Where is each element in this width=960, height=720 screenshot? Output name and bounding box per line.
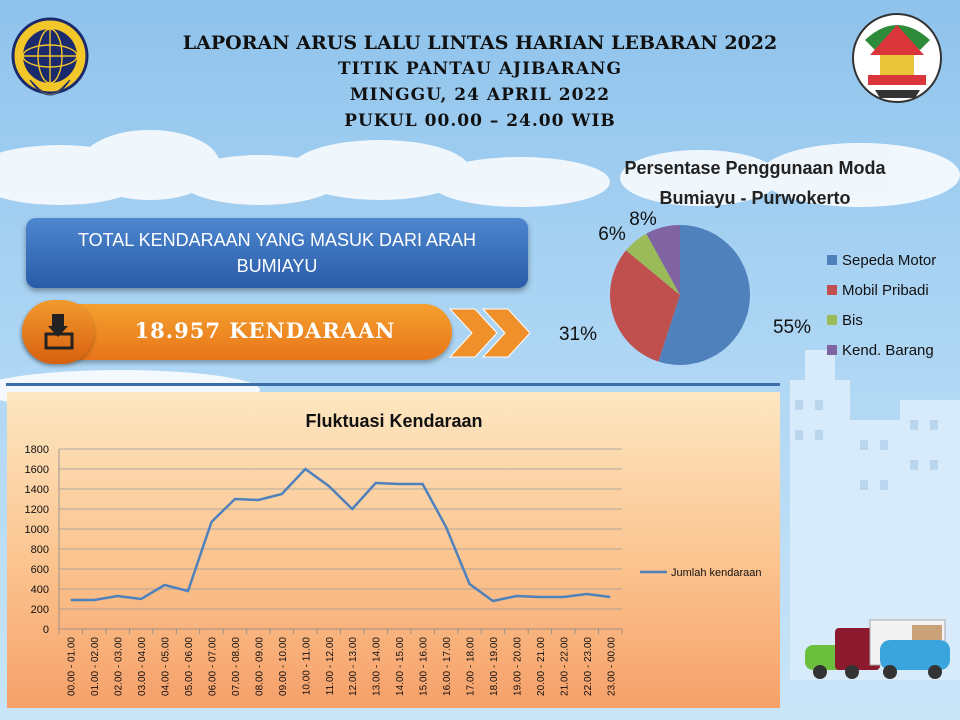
- pie-legend-swatch-0: [827, 255, 837, 265]
- line-legend-label: Jumlah kendaraan: [671, 567, 762, 579]
- series-line-jumlah-kendaraan: [70, 467, 611, 603]
- y-tick-label-8: 1600: [25, 464, 49, 476]
- y-tick-label-4: 800: [31, 544, 49, 556]
- x-tick-label-22: 22.00 - 23.00: [583, 637, 594, 696]
- pie-legend-label-3: Kend. Barang: [842, 342, 934, 359]
- download-tray-icon: [44, 314, 74, 350]
- y-tick-label-1: 200: [31, 604, 49, 616]
- pie-slice-1: [610, 250, 680, 362]
- pie-value-label-0: 55%: [773, 317, 811, 338]
- x-tick-label-11: 11.00 - 12.00: [325, 637, 336, 696]
- pie-slice-3: [646, 225, 680, 295]
- vehicle-count: 18.957 KENDARAAN: [134, 318, 396, 343]
- x-tick-label-7: 07.00 - 08.00: [231, 637, 242, 696]
- pie-title-line2: Bumiayu - Purwokerto: [659, 188, 850, 208]
- x-tick-label-20: 20.00 - 21.00: [536, 637, 547, 696]
- pie-value-label-2: 6%: [598, 224, 626, 245]
- vehicles-illustration: [805, 619, 950, 679]
- y-tick-label-7: 1400: [25, 484, 49, 496]
- pie-legend-swatch-3: [827, 345, 837, 355]
- traffic-fluctuation-panel: [7, 392, 780, 708]
- y-tick-label-5: 1000: [25, 524, 49, 536]
- dishub-logo: [11, 17, 89, 96]
- y-tick-label-0: 0: [43, 624, 49, 636]
- x-tick-label-12: 12.00 - 13.00: [348, 637, 359, 696]
- report-date: MINGGU, 24 APRIL 2022: [349, 85, 611, 105]
- x-tick-label-21: 21.00 - 22.00: [559, 637, 570, 696]
- x-tick-label-4: 04.00 - 05.00: [161, 637, 172, 696]
- x-tick-label-10: 10.00 - 11.00: [301, 637, 312, 696]
- x-tick-label-16: 16.00 - 17.00: [442, 637, 453, 696]
- x-tick-label-19: 19.00 - 20.00: [512, 637, 523, 696]
- x-tick-label-14: 14.00 - 15.00: [395, 637, 406, 696]
- x-tick-label-8: 08.00 - 09.00: [254, 637, 265, 696]
- download-icon-badge: [22, 300, 94, 364]
- pie-slice-2: [626, 233, 680, 295]
- x-tick-label-18: 18.00 - 19.00: [489, 637, 500, 696]
- x-tick-label-1: 01.00 - 02.00: [90, 637, 101, 696]
- x-tick-label-9: 09.00 - 10.00: [278, 637, 289, 696]
- pie-value-label-3: 8%: [629, 209, 657, 230]
- banyumas-seal: [852, 13, 942, 103]
- total-vehicles-heading: TOTAL KENDARAAN YANG MASUK DARI ARAH BUM…: [26, 218, 528, 288]
- line-chart-title: Fluktuasi Kendaraan: [305, 411, 482, 431]
- pie-slice-0: [658, 225, 750, 365]
- pie-legend-label-0: Sepeda Motor: [842, 252, 936, 269]
- report-location: TITIK PANTAU AJIBARANG: [338, 59, 622, 79]
- chevron-arrows-icon: [448, 308, 531, 358]
- pie-title-line1: Persentase Penggunaan Moda: [624, 158, 886, 178]
- y-tick-label-6: 1200: [25, 504, 49, 516]
- x-tick-label-15: 15.00 - 16.00: [419, 637, 430, 696]
- pie-legend-swatch-1: [827, 285, 837, 295]
- x-tick-label-17: 17.00 - 18.00: [466, 637, 477, 696]
- y-tick-label-9: 1800: [25, 444, 49, 456]
- x-tick-label-5: 05.00 - 06.00: [184, 637, 195, 696]
- x-tick-label-13: 13.00 - 14.00: [372, 637, 383, 696]
- pie-legend-label-1: Mobil Pribadi: [842, 282, 929, 299]
- x-tick-label-2: 02.00 - 03.00: [114, 637, 125, 696]
- x-tick-label-23: 23.00 - 00.00: [606, 637, 617, 696]
- pie-legend-swatch-2: [827, 315, 837, 325]
- pie-value-label-1: 31%: [559, 324, 597, 345]
- y-tick-label-3: 600: [31, 564, 49, 576]
- y-tick-label-2: 400: [31, 584, 49, 596]
- traffic-fluctuation-line-chart: Fluktuasi Kendaraan 0 200 400 600 800 1000 120…: [25, 411, 762, 696]
- x-tick-label-0: 00.00 - 01.00: [67, 637, 78, 696]
- report-time: PUKUL 00.00 – 24.00 WIB: [344, 111, 616, 131]
- mode-share-pie-chart: Persentase Penggunaan Moda Bumiayu - Pur…: [559, 158, 936, 365]
- section-divider: [6, 383, 780, 386]
- pie-legend-label-2: Bis: [842, 312, 863, 329]
- report-header: LAPORAN ARUS LALU LINTAS HARIAN LEBARAN …: [110, 30, 850, 134]
- x-tick-label-3: 03.00 - 04.00: [137, 637, 148, 696]
- x-tick-label-6: 06.00 - 07.00: [207, 637, 218, 696]
- report-title: LAPORAN ARUS LALU LINTAS HARIAN LEBARAN …: [182, 32, 778, 54]
